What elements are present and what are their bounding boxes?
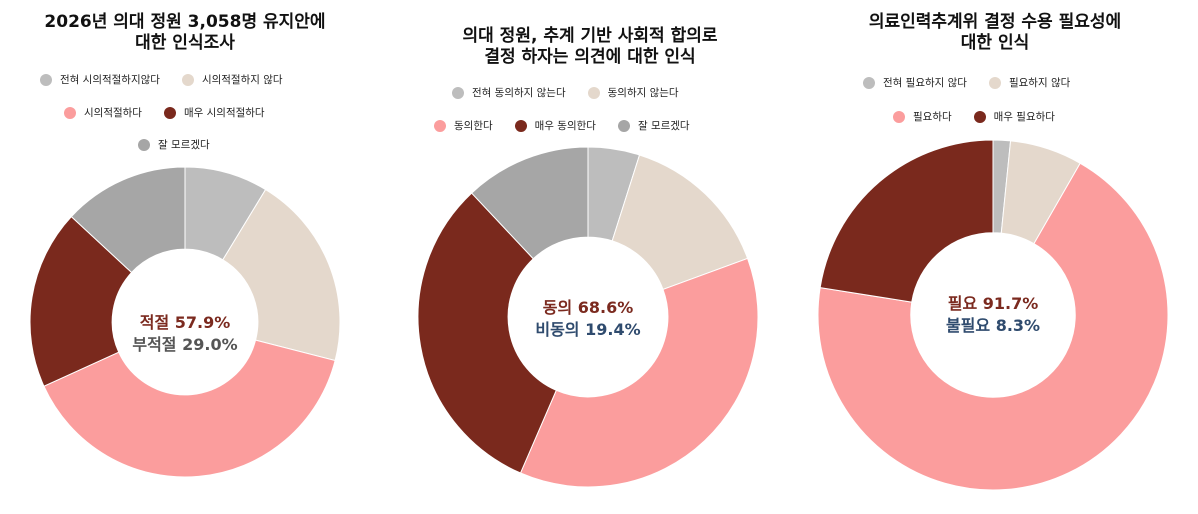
donut-slice-strongly-positive — [819, 139, 994, 303]
donut-slice-positive — [43, 339, 336, 478]
legend-item: 전혀 동의하지 않는다 — [452, 85, 566, 100]
legend-swatch — [138, 138, 150, 151]
chart-title-line2: 대한 인식 — [960, 33, 1030, 53]
chart-title-line1: 2026년 의대 정원 3,058명 유지안에 — [44, 12, 326, 32]
legend-item: 잘 모르겠다 — [138, 137, 210, 152]
center-value-positive: 91.7% — [982, 294, 1039, 313]
donut-center-summary: 적절 57.9% 부적절 29.0% — [85, 312, 285, 356]
legend-label: 시의적절하지 않다 — [201, 74, 283, 86]
legend-label: 매우 필요하다 — [993, 111, 1055, 123]
center-label-positive: 동의 — [542, 298, 573, 317]
donut-chart — [29, 166, 341, 478]
donut-slice-negative — [222, 188, 341, 362]
legend-label: 전혀 시의적절하지않다 — [60, 74, 160, 86]
legend-item: 시의적절하다 — [64, 105, 142, 120]
legend: 전혀 필요하지 않다 필요하지 않다 — [863, 75, 1092, 90]
chart-panel-3: 의료인력추계위 결정 수용 필요성에 대한 인식 전혀 필요하지 않다 필요하지… — [805, 0, 1185, 514]
chart-title-line1: 의대 정원, 추계 기반 사회적 합의로 — [462, 26, 718, 46]
center-line-2: 불필요 8.3% — [893, 315, 1093, 337]
legend-item: 동의하지 않는다 — [587, 85, 679, 100]
donut-slice-strongly-positive — [29, 215, 133, 387]
chart-title: 2026년 의대 정원 3,058명 유지안에 대한 인식조사 — [0, 12, 370, 54]
legend-label: 전혀 동의하지 않는다 — [472, 87, 566, 99]
legend-swatch — [181, 73, 194, 86]
chart-panel-1: 2026년 의대 정원 3,058명 유지안에 대한 인식조사 전혀 시의적절하… — [0, 0, 370, 514]
center-label-positive: 적절 — [139, 313, 170, 332]
center-value-positive: 57.9% — [174, 313, 231, 332]
legend-label: 필요하다 — [913, 111, 952, 123]
legend-swatch — [988, 76, 1001, 89]
legend-item: 매우 동의한다 — [514, 118, 596, 133]
center-value-positive: 68.6% — [577, 298, 634, 317]
legend-swatch — [587, 86, 600, 99]
donut-slice-positive — [817, 162, 1169, 491]
center-value-negative: 29.0% — [182, 335, 238, 354]
donut-slice-unknown — [70, 166, 186, 274]
center-label-negative: 부적절 — [132, 335, 177, 354]
center-line-2: 부적절 29.0% — [85, 334, 285, 356]
legend-item: 전혀 필요하지 않다 — [863, 75, 967, 90]
center-label-negative: 비동의 — [535, 320, 580, 339]
legend-label: 동의한다 — [454, 120, 493, 132]
legend-label: 잘 모르겠다 — [637, 120, 690, 132]
center-value-negative: 8.3% — [995, 316, 1041, 335]
center-label-positive: 필요 — [947, 294, 978, 313]
legend-swatch — [40, 73, 52, 86]
legend-label: 잘 모르겠다 — [158, 139, 210, 151]
legend: 전혀 시의적절하지않다 시의적절하지 않다 — [40, 72, 305, 87]
center-label-negative: 불필요 — [945, 316, 991, 335]
legend-item: 잘 모르겠다 — [617, 118, 690, 133]
legend-item: 매우 시의적절하다 — [163, 105, 265, 120]
legend-swatch — [863, 76, 875, 89]
legend-swatch — [64, 106, 76, 119]
chart-title-line2: 결정 하자는 의견에 대한 인식 — [484, 47, 696, 67]
center-line-1: 적절 57.9% — [85, 312, 285, 334]
legend-swatch — [434, 119, 446, 132]
center-line-2: 비동의 19.4% — [488, 319, 688, 341]
legend-label: 시의적절하다 — [84, 107, 142, 119]
legend-swatch — [893, 110, 905, 123]
chart-title-line2: 대한 인식조사 — [135, 33, 235, 53]
donut-slice-negative — [611, 154, 749, 291]
donut-slice-strongly-positive — [417, 192, 557, 474]
legend-swatch — [617, 119, 630, 132]
legend: 잘 모르겠다 — [138, 137, 232, 152]
chart-title-line1: 의료인력추계위 결정 수용 필요성에 — [868, 12, 1122, 32]
donut-slice-unknown — [470, 146, 589, 260]
legend-label: 매우 동의한다 — [534, 120, 596, 132]
legend: 전혀 동의하지 않는다 동의하지 않는다 — [452, 85, 701, 100]
legend-swatch — [973, 110, 986, 123]
legend-label: 동의하지 않는다 — [607, 87, 679, 99]
legend-item: 시의적절하지 않다 — [181, 72, 283, 87]
legend: 필요하다 매우 필요하다 — [893, 109, 1077, 124]
center-line-1: 동의 68.6% — [488, 297, 688, 319]
center-value-negative: 19.4% — [585, 320, 641, 339]
legend-swatch — [452, 86, 464, 99]
legend-item: 필요하다 — [893, 109, 952, 124]
chart-title: 의료인력추계위 결정 수용 필요성에 대한 인식 — [805, 12, 1185, 54]
legend: 동의한다 매우 동의한다 잘 모르겠다 — [434, 118, 712, 133]
legend-item: 매우 필요하다 — [973, 109, 1055, 124]
chart-panel-2: 의대 정원, 추계 기반 사회적 합의로 결정 하자는 의견에 대한 인식 전혀… — [400, 0, 780, 514]
donut-center-summary: 필요 91.7% 불필요 8.3% — [893, 293, 1093, 337]
legend-swatch — [163, 106, 176, 119]
donut-slice-positive — [519, 257, 759, 488]
center-line-1: 필요 91.7% — [893, 293, 1093, 315]
legend-item: 동의한다 — [434, 118, 493, 133]
legend-label: 필요하지 않다 — [1008, 77, 1071, 89]
donut-chart — [417, 146, 759, 488]
legend-label: 매우 시의적절하다 — [183, 107, 265, 119]
legend-item: 전혀 시의적절하지않다 — [40, 72, 160, 87]
legend: 시의적절하다 매우 시의적절하다 — [64, 105, 287, 120]
donut-chart — [817, 139, 1169, 491]
donut-center-summary: 동의 68.6% 비동의 19.4% — [488, 297, 688, 341]
legend-swatch — [514, 119, 527, 132]
legend-item: 필요하지 않다 — [988, 75, 1071, 90]
chart-title: 의대 정원, 추계 기반 사회적 합의로 결정 하자는 의견에 대한 인식 — [400, 26, 780, 68]
legend-label: 전혀 필요하지 않다 — [883, 77, 967, 89]
